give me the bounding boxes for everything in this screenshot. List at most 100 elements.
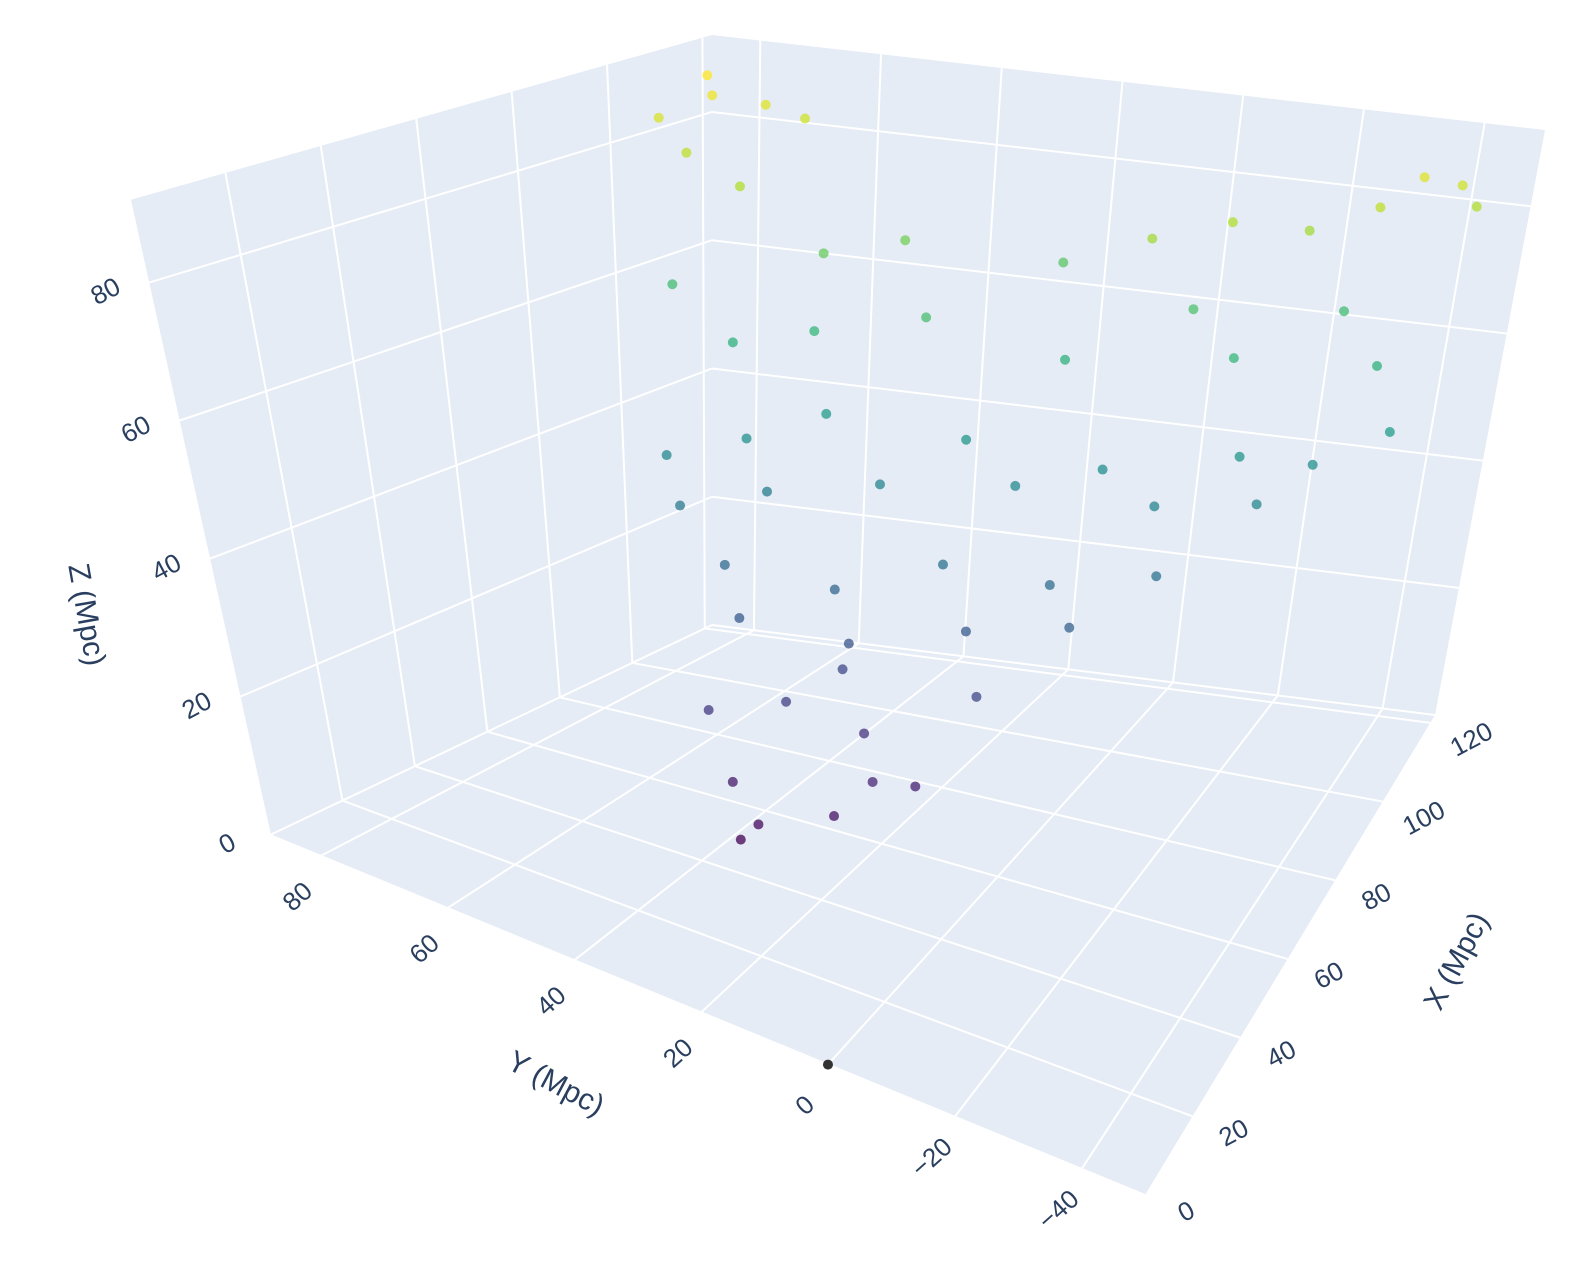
point: [1151, 571, 1162, 582]
point: [821, 408, 832, 419]
grid-line: [752, 40, 762, 631]
grid-line: [704, 627, 1431, 724]
grid-line: [269, 624, 713, 836]
grid-line: [701, 37, 706, 629]
tick-label: 40: [146, 547, 186, 587]
markers: [653, 70, 1482, 1070]
grid-line: [711, 624, 1436, 716]
grid-line: [857, 54, 883, 644]
point: [843, 638, 854, 649]
point: [829, 584, 840, 595]
grid-line: [414, 765, 1241, 1039]
x-axis-title: X (Mpc): [1417, 907, 1495, 1015]
tick-label: 40: [1261, 1034, 1301, 1074]
z-axis-title: Z (Mpc): [61, 561, 111, 668]
point: [760, 99, 771, 110]
point: [1234, 451, 1245, 462]
grid-line: [208, 367, 713, 560]
tick-label: 20: [657, 1032, 699, 1074]
y-axis-title: Y (Mpc): [502, 1045, 610, 1123]
grid-line: [953, 694, 1279, 1118]
grid-line: [320, 629, 755, 857]
grid-line: [711, 367, 1483, 462]
point: [1010, 480, 1021, 491]
tick-label: −20: [905, 1131, 958, 1183]
point: [867, 776, 878, 787]
point: [1149, 501, 1160, 512]
point: [707, 90, 718, 101]
point: [961, 434, 972, 445]
point: [681, 147, 692, 158]
point: [735, 834, 746, 845]
point: [809, 326, 820, 337]
grid-line: [415, 118, 489, 732]
tick-label: 60: [116, 409, 156, 449]
grid-line: [700, 668, 1069, 1014]
grid-line: [446, 642, 860, 909]
point: [703, 705, 714, 716]
grid-line: [1067, 81, 1124, 670]
grid-line: [510, 91, 561, 698]
grid-line: [1080, 707, 1384, 1170]
point: [734, 613, 745, 624]
point: [937, 559, 948, 570]
grid-line: [178, 239, 713, 422]
tick-label: 100: [1398, 794, 1450, 841]
tick-label: 80: [1356, 876, 1396, 916]
grid-line: [606, 64, 634, 663]
point: [753, 819, 764, 830]
point: [661, 450, 672, 461]
point: [921, 312, 932, 323]
point: [1384, 427, 1395, 438]
grid-line: [573, 655, 965, 962]
point: [829, 811, 840, 822]
point: [719, 559, 730, 570]
point: [1044, 580, 1055, 591]
point: [960, 626, 971, 637]
grid-line: [711, 495, 1460, 589]
tick-label: 20: [177, 685, 217, 725]
grid-line: [224, 172, 344, 801]
grid-line: [1172, 95, 1245, 683]
grid-line: [129, 199, 271, 836]
tick-label: 60: [403, 928, 445, 970]
point: [1227, 217, 1238, 228]
tick-label: 120: [1445, 716, 1497, 763]
tick-label: 0: [1173, 1194, 1200, 1227]
point: [667, 279, 678, 290]
point: [702, 70, 713, 81]
grid-line: [962, 67, 1003, 657]
point: [727, 776, 738, 787]
point: [1375, 202, 1386, 213]
point: [874, 479, 885, 490]
point: [653, 112, 664, 123]
point: [837, 664, 848, 675]
point: [1339, 306, 1350, 317]
point: [781, 696, 792, 707]
point: [1307, 459, 1318, 470]
point: [1058, 257, 1069, 268]
grid-line: [711, 110, 1531, 208]
point: [1372, 361, 1383, 372]
grid-line: [559, 696, 1336, 882]
grid-line: [342, 799, 1193, 1118]
point: [727, 337, 738, 348]
scene: [130, 35, 1545, 1195]
tick-label: 40: [530, 980, 572, 1022]
x-wall: [712, 35, 1545, 715]
point: [1188, 304, 1199, 315]
point: [762, 486, 773, 497]
point: [1228, 353, 1239, 364]
point: [1064, 622, 1075, 633]
grid-line: [711, 239, 1507, 335]
point: [1097, 464, 1108, 475]
point: [734, 181, 745, 192]
point: [910, 781, 921, 792]
grid-line: [632, 661, 1383, 803]
tick-label: 20: [1214, 1112, 1254, 1152]
grid-line: [239, 495, 713, 698]
point: [675, 500, 686, 511]
tick-label: 80: [85, 271, 125, 311]
grid-line: [319, 145, 416, 767]
